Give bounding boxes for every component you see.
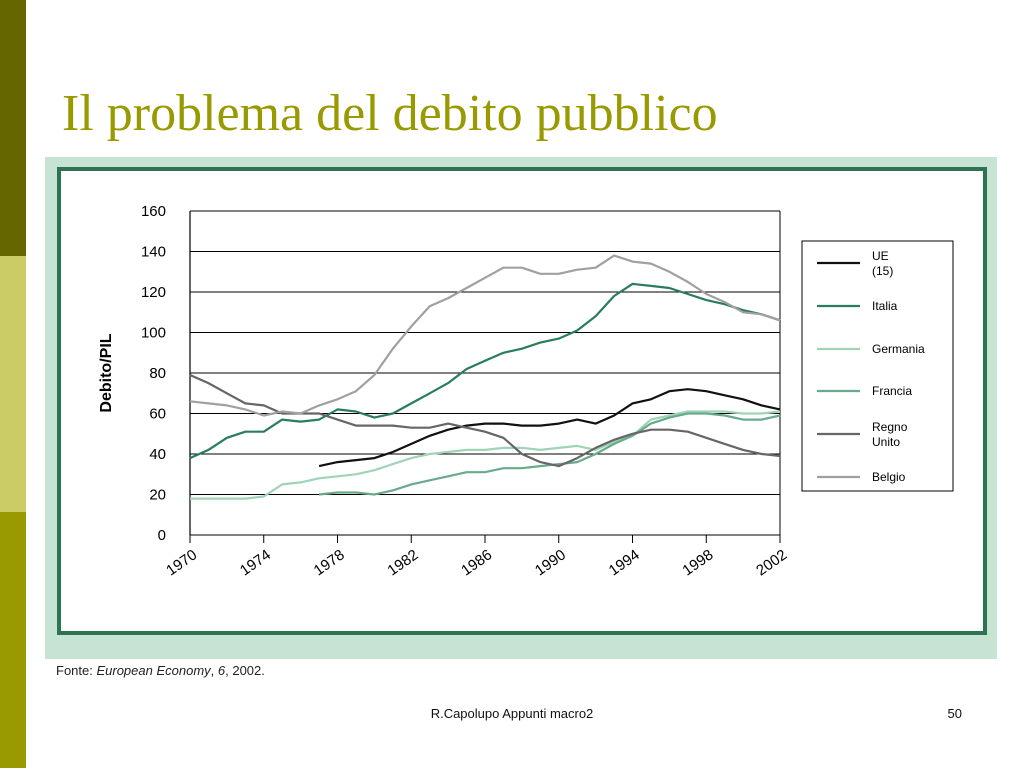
source-separator: ,: [210, 663, 218, 678]
y-tick-label: 60: [149, 406, 166, 423]
legend-label: Francia: [872, 384, 912, 398]
x-tick-label: 1974: [237, 546, 274, 579]
footer-author: R.Capolupo Appunti macro2: [430, 706, 594, 721]
y-tick-label: 120: [141, 284, 166, 301]
legend-label: Belgio: [872, 470, 906, 484]
y-tick-label: 100: [141, 325, 166, 342]
x-tick-label: 1982: [384, 546, 421, 579]
series-line-regno-unito: [189, 373, 781, 468]
legend-label: Germania: [872, 342, 925, 356]
chart-panel: 0 20 40 60 80 100 120 140 160 1970 1974 1978 1982 198…: [57, 167, 987, 635]
y-tick-label: 80: [149, 365, 166, 382]
decor-bar-olive: [0, 512, 26, 768]
legend-label: Italia: [872, 299, 898, 313]
y-tick-label: 40: [149, 446, 166, 463]
slide-title: Il problema del debito pubblico: [62, 85, 718, 142]
y-tick-label: 20: [149, 487, 166, 504]
x-tick-label: 2002: [753, 546, 790, 579]
decor-bar-light: [0, 256, 26, 512]
source-issue: 6: [217, 663, 226, 678]
y-axis-title: Debito/PIL: [98, 333, 115, 412]
x-tick-label: 1994: [606, 546, 643, 579]
page-number: 50: [947, 706, 962, 721]
source-publication: European Economy: [96, 663, 211, 678]
chart-frame: 0 20 40 60 80 100 120 140 160 1970 1974 1978 1982 198…: [45, 157, 997, 659]
legend-label-line: (15): [872, 264, 893, 278]
series-line-germania: [190, 410, 781, 500]
legend-label-line: Unito: [872, 435, 900, 449]
legend-box: [801, 240, 954, 492]
debt-chart: 0 20 40 60 80 100 120 140 160 1970 1974 1978 1982 198…: [98, 203, 954, 579]
x-tick-label: 1998: [679, 546, 716, 579]
legend-label-line: Regno: [872, 420, 908, 434]
series-line-italia: [189, 282, 781, 460]
x-tick-label: 1978: [311, 546, 348, 579]
source-prefix: Fonte:: [56, 663, 97, 678]
series-line-ue-15-: [318, 388, 781, 468]
y-tick-label: 140: [141, 244, 166, 261]
x-tick-label: 1990: [532, 546, 569, 579]
y-tick-label: 0: [158, 527, 166, 544]
y-tick-label: 160: [141, 203, 166, 220]
source-note: Fonte: European Economy, 6, 2002.: [56, 663, 265, 678]
x-tick-label: 1986: [458, 546, 495, 579]
series-line-belgio: [189, 254, 781, 417]
x-tick-label: 1970: [163, 546, 200, 579]
legend-label-line: UE: [872, 249, 889, 263]
decor-bar-dark: [0, 0, 26, 256]
source-suffix: , 2002.: [225, 663, 265, 678]
